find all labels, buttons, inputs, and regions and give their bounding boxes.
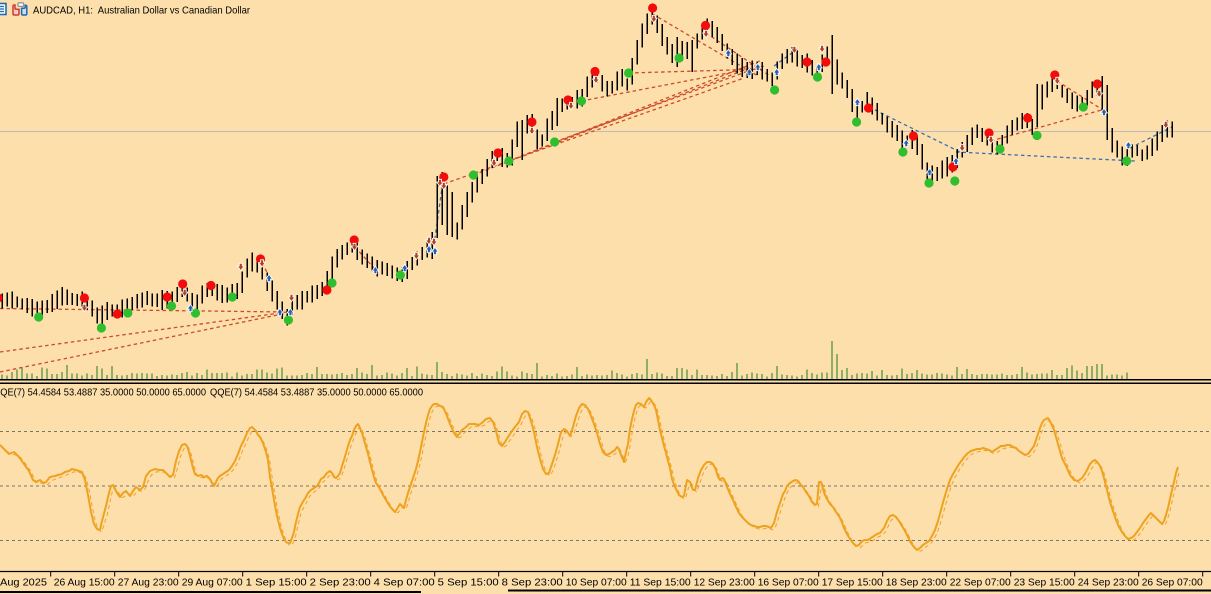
svg-text:26 Aug 15:00: 26 Aug 15:00: [54, 577, 115, 589]
svg-text:27 Aug 23:00: 27 Aug 23:00: [118, 577, 179, 589]
svg-text:16 Sep 07:00: 16 Sep 07:00: [758, 577, 819, 589]
svg-text:17 Sep 15:00: 17 Sep 15:00: [822, 577, 883, 589]
svg-text:QQE(7) 54.4584 53.4887 35.0000: QQE(7) 54.4584 53.4887 35.0000 50.0000 6…: [210, 387, 423, 399]
svg-text:8 Sep 23:00: 8 Sep 23:00: [502, 577, 563, 589]
svg-text:4 Sep 07:00: 4 Sep 07:00: [374, 577, 435, 589]
svg-text:24 Sep 23:00: 24 Sep 23:00: [1078, 577, 1139, 589]
svg-text:18 Sep 23:00: 18 Sep 23:00: [886, 577, 947, 589]
svg-text:1 Sep 15:00: 1 Sep 15:00: [246, 577, 307, 589]
svg-text:QQE(7) 54.4584 53.4887 35.0000: QQE(7) 54.4584 53.4887 35.0000 50.0000 6…: [0, 387, 206, 399]
svg-text:29 Aug 07:00: 29 Aug 07:00: [182, 577, 243, 589]
svg-text:2 Sep 23:00: 2 Sep 23:00: [310, 577, 371, 589]
svg-text:AUDCAD, H1: Australian Dollar: AUDCAD, H1: Australian Dollar vs Canadia…: [33, 5, 250, 17]
svg-text:11 Sep 15:00: 11 Sep 15:00: [630, 577, 691, 589]
svg-text:26 Sep 07:00: 26 Sep 07:00: [1142, 577, 1203, 589]
svg-text:22 Sep 07:00: 22 Sep 07:00: [950, 577, 1011, 589]
svg-text:23 Sep 15:00: 23 Sep 15:00: [1014, 577, 1075, 589]
svg-text:12 Sep 23:00: 12 Sep 23:00: [694, 577, 755, 589]
svg-text:Aug 2025: Aug 2025: [0, 577, 47, 589]
svg-text:5 Sep 15:00: 5 Sep 15:00: [438, 577, 499, 589]
svg-text:10 Sep 07:00: 10 Sep 07:00: [566, 577, 627, 589]
